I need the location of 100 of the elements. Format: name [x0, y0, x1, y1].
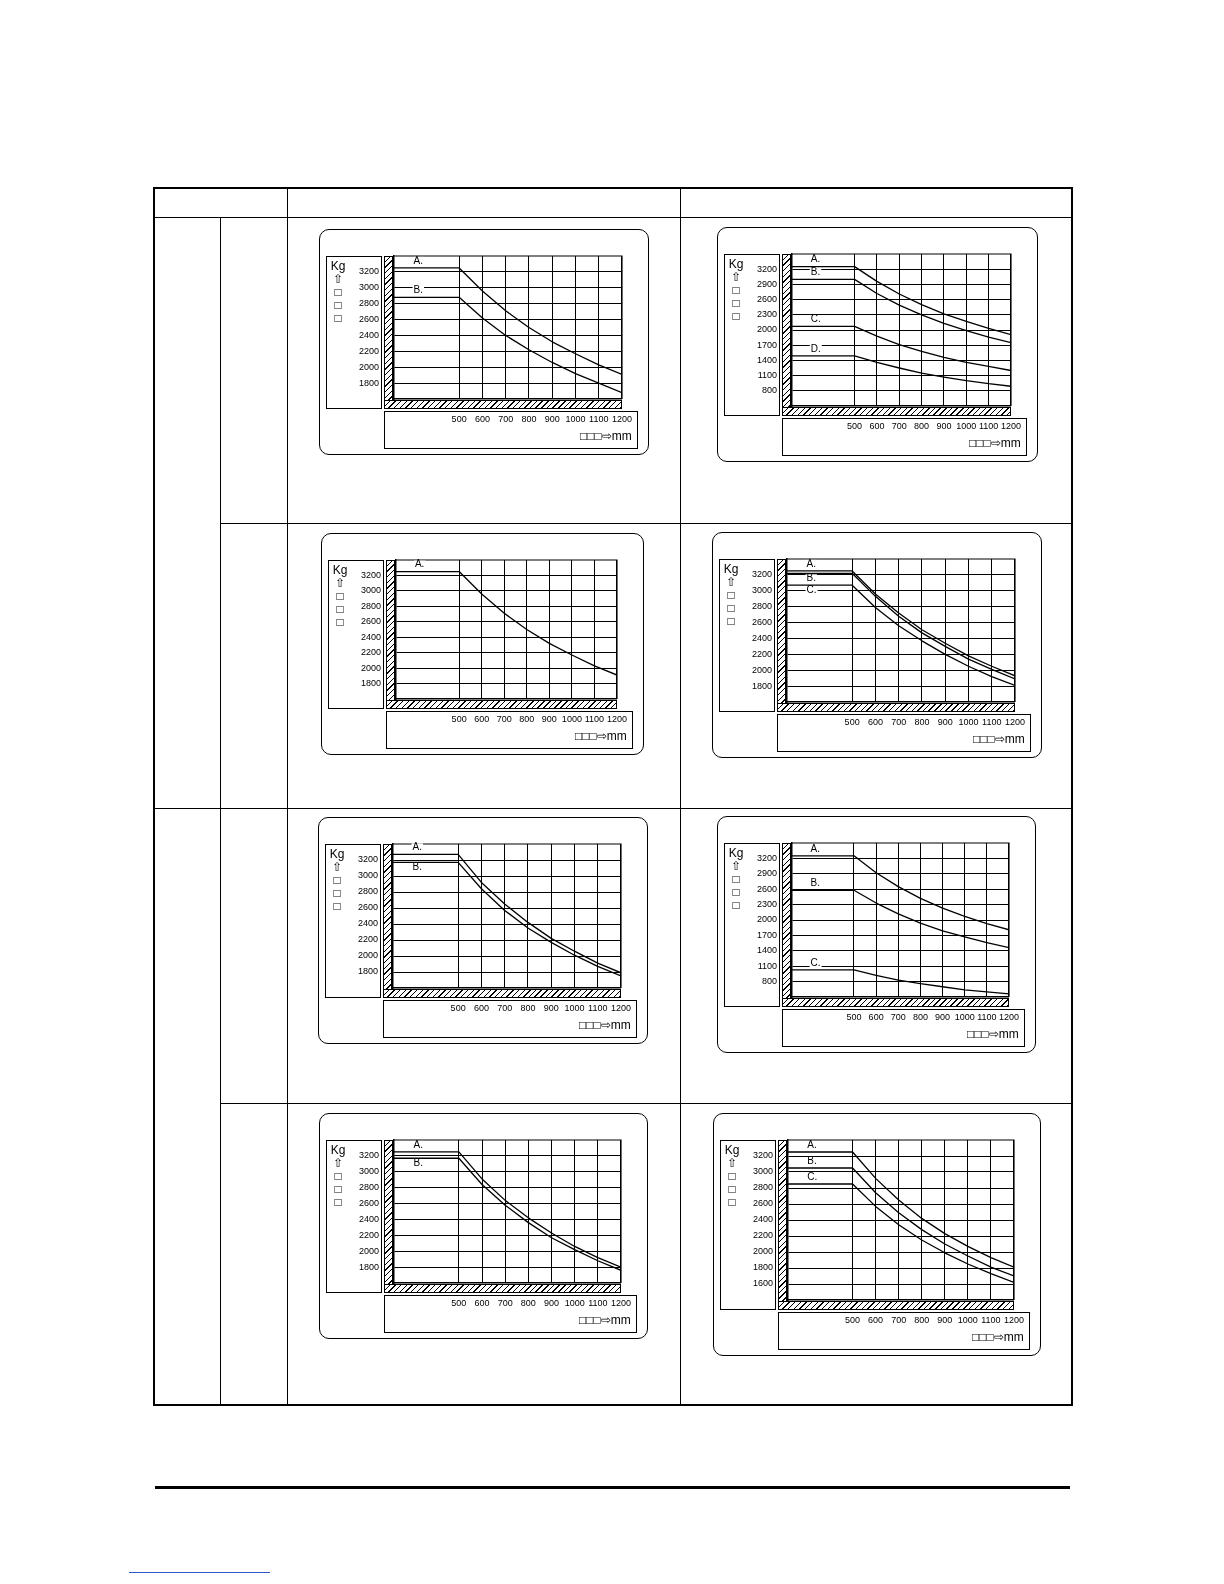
x-tick-label: 1000 — [564, 1297, 585, 1308]
x-tick-label: 1100 — [589, 413, 609, 424]
y-axis-title: Kg ⇧ □ □ □ — [723, 1143, 741, 1209]
y-tick-label: 2400 — [752, 1214, 773, 1225]
series-label: A. — [806, 557, 816, 569]
y-tick-label: 1600 — [752, 1278, 773, 1289]
x-tick-label: 600 — [869, 420, 885, 431]
y-axis-title: Kg ⇧ □ □ □ — [329, 259, 347, 325]
y-tick-label: 2200 — [751, 648, 772, 659]
x-axis-title: □□□⇨mm — [574, 729, 627, 743]
x-tick-label: 700 — [498, 413, 514, 424]
y-tick-label: 2000 — [752, 1246, 773, 1257]
y-tick-label: 2800 — [357, 886, 378, 897]
y-tick-label: 2000 — [756, 914, 777, 925]
x-tick-label: 500 — [451, 1297, 467, 1308]
y-tick-label: 3200 — [357, 854, 378, 865]
x-tick-label: 1100 — [982, 716, 1002, 727]
x-tick-label: 1000 — [957, 1314, 978, 1325]
y-tick-label: 2000 — [358, 361, 379, 372]
y-tick-label: 1800 — [357, 966, 378, 977]
y-tick-label: 1700 — [756, 339, 777, 350]
x-tick-label: 1000 — [956, 420, 977, 431]
x-tick-label: 900 — [936, 420, 952, 431]
y-tick-label: 3000 — [360, 585, 381, 596]
x-tick-label: 900 — [543, 1297, 560, 1308]
x-tick-label: 900 — [935, 1011, 951, 1022]
x-tick-label: 700 — [891, 420, 907, 431]
y-tick-label: 2600 — [751, 617, 772, 628]
series-label: C. — [807, 1170, 818, 1182]
y-tick-label: 2800 — [752, 1182, 773, 1193]
x-tick-label: 1100 — [978, 420, 999, 431]
y-tick-label: 2400 — [360, 631, 381, 642]
x-tick-label: 800 — [520, 1297, 536, 1308]
x-tick-label: 800 — [914, 420, 930, 431]
y-axis-title: Kg ⇧ □ □ □ — [722, 562, 740, 628]
y-tick-label: 1400 — [756, 945, 777, 956]
series-label: C. — [810, 956, 821, 968]
y-tick-label: 2800 — [751, 601, 772, 612]
x-tick-label: 800 — [519, 713, 535, 724]
series-label: A. — [413, 254, 423, 266]
y-tick-label: 3000 — [358, 1166, 379, 1177]
series-label: B. — [810, 266, 821, 278]
x-axis-title: □□□⇨mm — [578, 1018, 631, 1032]
x-tick-label: 700 — [891, 1314, 907, 1325]
x-tick-label: 500 — [844, 716, 860, 727]
x-tick-label: 900 — [543, 1002, 559, 1013]
y-tick-label: 3000 — [751, 585, 772, 596]
series-label: B. — [810, 876, 821, 888]
y-tick-label: 2600 — [358, 314, 379, 325]
x-tick-label: 1000 — [954, 1011, 975, 1022]
x-tick-label: 800 — [520, 1002, 536, 1013]
x-tick-label: 1000 — [564, 1002, 585, 1013]
y-tick-label: 3200 — [360, 569, 381, 580]
y-tick-label: 800 — [761, 976, 777, 987]
x-tick-label: 1200 — [1004, 716, 1025, 727]
y-tick-label: 2200 — [752, 1230, 773, 1241]
y-tick-label: 2800 — [360, 600, 381, 611]
series-label: D. — [810, 342, 821, 354]
x-tick-label: 1100 — [981, 1314, 1001, 1325]
x-tick-label: 900 — [544, 413, 560, 424]
y-tick-label: 1700 — [756, 929, 777, 940]
x-axis-title: □□□⇨mm — [972, 732, 1025, 746]
x-tick-label: 1100 — [588, 1002, 608, 1013]
series-label: C. — [806, 583, 817, 595]
y-tick-label: 3200 — [751, 569, 772, 580]
x-tick-label: 900 — [541, 713, 557, 724]
x-tick-label: 500 — [846, 1011, 862, 1022]
y-tick-label: 1800 — [358, 1261, 379, 1272]
y-tick-label: 2300 — [756, 309, 777, 320]
x-axis-title: □□□⇨mm — [578, 1313, 631, 1327]
series-label: A. — [807, 1138, 817, 1150]
y-tick-label: 2900 — [756, 278, 777, 289]
x-tick-label: 700 — [497, 1002, 513, 1013]
x-axis-title: □□□⇨mm — [971, 1330, 1024, 1344]
y-axis-title: Kg ⇧ □ □ □ — [727, 846, 745, 912]
series-label: A. — [414, 558, 425, 570]
x-tick-label: 600 — [474, 1297, 490, 1308]
y-tick-label: 1100 — [757, 960, 777, 971]
y-tick-label: 2600 — [756, 294, 777, 305]
y-tick-label: 3000 — [358, 282, 379, 293]
x-axis-title: □□□⇨mm — [968, 436, 1021, 450]
x-axis-title: □□□⇨mm — [966, 1027, 1019, 1041]
y-tick-label: 2300 — [756, 899, 777, 910]
series-label: B. — [413, 284, 423, 296]
y-tick-label: 2400 — [358, 329, 379, 340]
y-axis-title: Kg ⇧ □ □ □ — [329, 1143, 347, 1209]
x-tick-label: 500 — [451, 713, 467, 724]
x-tick-label: 1200 — [998, 1011, 1019, 1022]
x-tick-label: 900 — [937, 716, 953, 727]
x-tick-label: 1200 — [1003, 1314, 1024, 1325]
y-tick-label: 2400 — [358, 1213, 379, 1224]
x-tick-label: 1000 — [561, 713, 582, 724]
y-axis-title: Kg ⇧ □ □ □ — [727, 257, 745, 323]
y-tick-label: 2900 — [756, 868, 777, 879]
x-tick-label: 800 — [914, 1314, 930, 1325]
series-label: A. — [413, 1138, 423, 1150]
series-label: A. — [810, 253, 821, 265]
y-tick-label: 3200 — [752, 1150, 773, 1161]
x-tick-label: 1200 — [1000, 420, 1021, 431]
x-tick-label: 800 — [521, 413, 537, 424]
